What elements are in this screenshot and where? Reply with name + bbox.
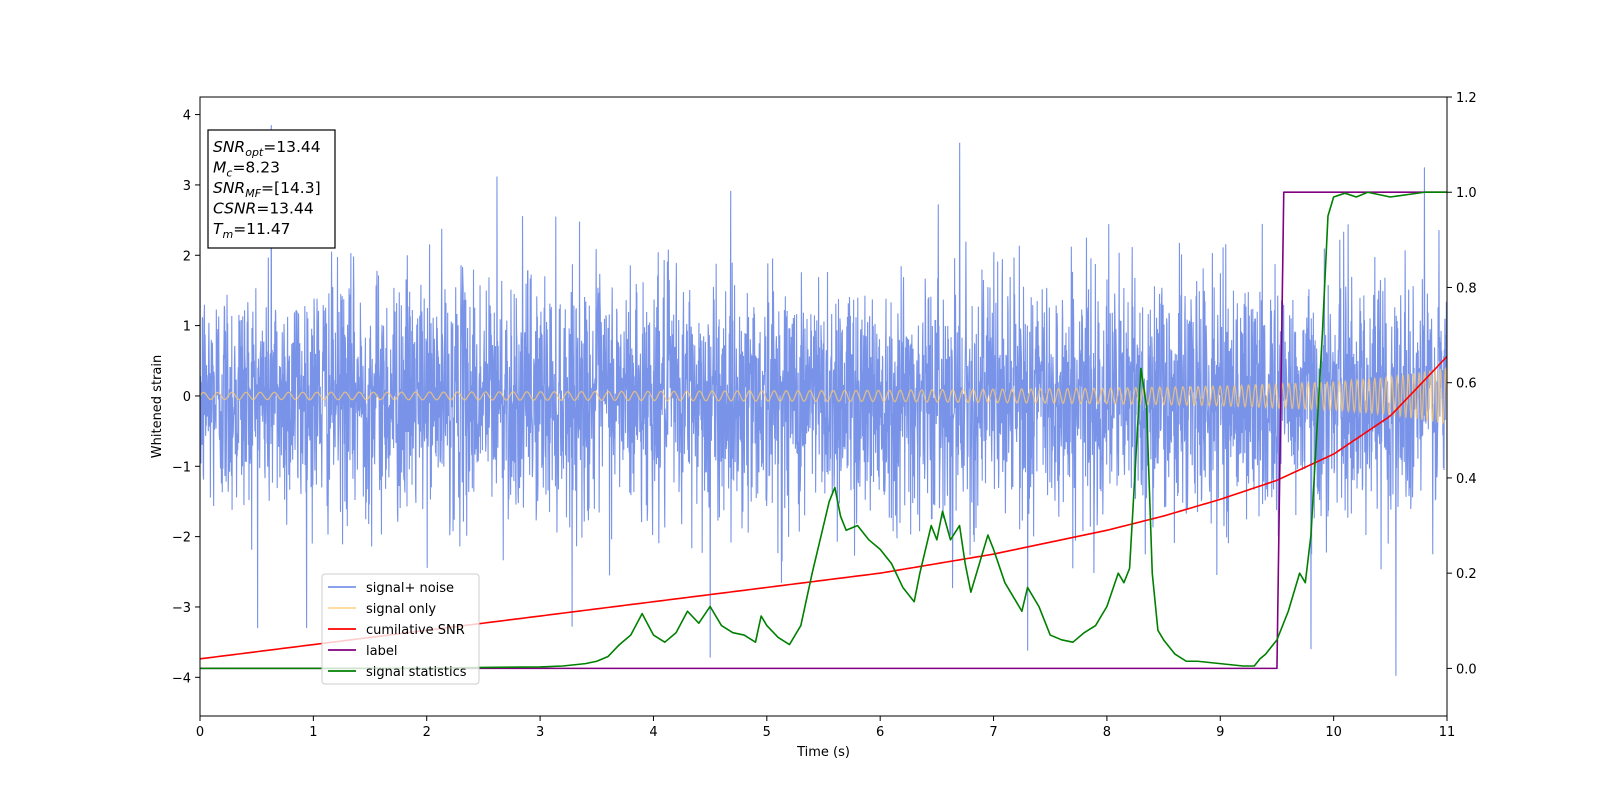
annotation-line: Tm=11.47 <box>213 220 291 241</box>
annotation-line: CSNR=13.44 <box>213 200 314 218</box>
x-tick-label: 8 <box>1103 725 1111 740</box>
y-tick-label: −3 <box>172 601 191 616</box>
x-axis-label: Time (s) <box>796 745 850 760</box>
annotation-frame <box>207 129 336 249</box>
y-right-tick-label: 0.6 <box>1456 377 1477 392</box>
y-tick-label: 4 <box>183 109 191 124</box>
legend: signal+ noise signal only cumilative SNR la… <box>321 573 480 685</box>
x-tick-label: 9 <box>1216 725 1224 740</box>
legend-label: signal statistics <box>366 665 467 680</box>
y-right-tick-label: 0.0 <box>1456 662 1477 677</box>
series-signal-only-line <box>200 366 1447 426</box>
x-tick-label: 7 <box>989 725 997 740</box>
y-tick-label: 1 <box>183 320 191 335</box>
y-right-tick-label: 1.2 <box>1456 91 1477 106</box>
y-axis-label: Whitened strain <box>150 355 165 458</box>
annotation-line: SNRopt=13.44 <box>213 138 321 159</box>
y-right-tick-label: 0.4 <box>1456 472 1477 487</box>
legend-label: signal only <box>366 602 436 617</box>
axes: 0 1 2 3 4 5 6 7 8 9 10 11 −4 −3 −2 −1 0 1 2 3 4 0.0 0.2 0.4 0.6 0… <box>172 91 1477 740</box>
annotation-box: SNRopt=13.44Mc=8.23SNRMF=[14.3]CSNR=13.4… <box>207 129 336 249</box>
y-tick-label: 2 <box>183 249 191 264</box>
y-tick-label: 3 <box>183 179 191 194</box>
series-label-line <box>200 191 1447 670</box>
y-tick-label: −1 <box>172 460 191 475</box>
x-tick-label: 2 <box>423 725 431 740</box>
y-right-tick-label: 0.2 <box>1456 567 1477 582</box>
y-right-tick-label: 0.8 <box>1456 281 1477 296</box>
x-tick-label: 1 <box>309 725 317 740</box>
legend-frame <box>321 573 480 685</box>
x-tick-label: 4 <box>649 725 657 740</box>
series-signal-statistics-line <box>200 191 1447 670</box>
annotation-line: SNRMF=[14.3] <box>213 179 321 200</box>
x-tick-label: 0 <box>196 725 204 740</box>
plot-frame <box>199 96 1448 717</box>
x-tick-label: 5 <box>763 725 771 740</box>
annotation-line: Mc=8.23 <box>213 159 280 180</box>
x-tick-label: 11 <box>1439 725 1456 740</box>
y-right-tick-label: 1.0 <box>1456 186 1477 201</box>
y-tick-label: 0 <box>183 390 191 405</box>
x-tick-label: 6 <box>876 725 884 740</box>
y-tick-label: −2 <box>172 531 191 546</box>
legend-label: label <box>366 644 397 659</box>
series-signal-noise-line <box>200 125 1447 676</box>
legend-label: cumilative SNR <box>366 623 465 638</box>
legend-label: signal+ noise <box>366 581 454 596</box>
y-tick-label: −4 <box>172 671 191 686</box>
x-tick-label: 10 <box>1325 725 1342 740</box>
x-tick-label: 3 <box>536 725 544 740</box>
